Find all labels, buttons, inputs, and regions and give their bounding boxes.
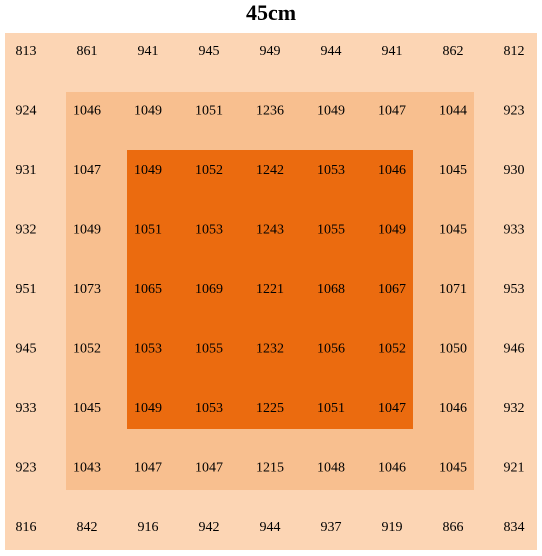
cell-value: 941 xyxy=(382,44,403,59)
cell-value: 1053 xyxy=(134,342,162,357)
cell-value: 932 xyxy=(504,401,525,416)
cell-value: 1215 xyxy=(256,461,284,476)
cell-value: 1052 xyxy=(378,342,406,357)
cell-value: 919 xyxy=(382,520,403,535)
cell-value: 1071 xyxy=(439,282,467,297)
cell-value: 1045 xyxy=(439,163,467,178)
cell-value: 842 xyxy=(77,520,98,535)
cell-value: 1048 xyxy=(317,461,345,476)
cell-value: 1065 xyxy=(134,282,162,297)
cells: 813 861 941 945 949 944 941 862 812 924 1046 1049 10… xyxy=(16,44,525,535)
cell-value: 1046 xyxy=(378,163,406,178)
cell-value: 944 xyxy=(260,520,281,535)
cell-value: 816 xyxy=(16,520,37,535)
title: 45cm xyxy=(246,0,296,25)
cell-value: 1047 xyxy=(195,461,223,476)
cell-value: 1052 xyxy=(73,342,101,357)
cell-value: 1045 xyxy=(73,401,101,416)
inner-block xyxy=(127,150,413,429)
cell-value: 1052 xyxy=(195,163,223,178)
cell-value: 1056 xyxy=(317,342,345,357)
cell-value: 1053 xyxy=(195,223,223,238)
cell-value: 1073 xyxy=(73,282,101,297)
cell-value: 1055 xyxy=(317,223,345,238)
cell-value: 933 xyxy=(504,223,525,238)
cell-value: 1046 xyxy=(73,104,101,119)
cell-value: 946 xyxy=(504,342,525,357)
cell-value: 1049 xyxy=(317,104,345,119)
cell-value: 1236 xyxy=(256,104,284,119)
cell-value: 862 xyxy=(443,44,464,59)
cell-value: 1044 xyxy=(439,104,467,119)
cell-value: 1047 xyxy=(134,461,162,476)
cell-value: 1055 xyxy=(195,342,223,357)
cell-value: 942 xyxy=(199,520,220,535)
cell-value: 1243 xyxy=(256,223,284,238)
cell-value: 921 xyxy=(504,461,525,476)
cell-value: 937 xyxy=(321,520,342,535)
cell-value: 1047 xyxy=(378,401,406,416)
cell-value: 1047 xyxy=(378,104,406,119)
cell-value: 834 xyxy=(504,520,525,535)
cell-value: 813 xyxy=(16,44,37,59)
cell-value: 930 xyxy=(504,163,525,178)
cell-value: 812 xyxy=(504,44,525,59)
cell-value: 945 xyxy=(16,342,37,357)
cell-value: 1069 xyxy=(195,282,223,297)
cell-value: 933 xyxy=(16,401,37,416)
cell-value: 1049 xyxy=(73,223,101,238)
cell-value: 1049 xyxy=(378,223,406,238)
cell-value: 1043 xyxy=(73,461,101,476)
cell-value: 1047 xyxy=(73,163,101,178)
cell-value: 1049 xyxy=(134,163,162,178)
cell-value: 916 xyxy=(138,520,159,535)
cell-value: 1049 xyxy=(134,401,162,416)
cell-value: 945 xyxy=(199,44,220,59)
cell-value: 953 xyxy=(504,282,525,297)
cell-value: 931 xyxy=(16,163,37,178)
cell-value: 1221 xyxy=(256,282,284,297)
cell-value: 1051 xyxy=(317,401,345,416)
cell-value: 861 xyxy=(77,44,98,59)
cell-value: 949 xyxy=(260,44,281,59)
cell-value: 1232 xyxy=(256,342,284,357)
cell-value: 944 xyxy=(321,44,342,59)
cell-value: 923 xyxy=(504,104,525,119)
cell-value: 866 xyxy=(443,520,464,535)
cell-value: 1051 xyxy=(134,223,162,238)
cell-value: 1067 xyxy=(378,282,406,297)
cell-value: 1046 xyxy=(378,461,406,476)
cell-value: 1045 xyxy=(439,461,467,476)
cell-value: 924 xyxy=(16,104,37,119)
cell-value: 1045 xyxy=(439,223,467,238)
cell-value: 1046 xyxy=(439,401,467,416)
cell-value: 1242 xyxy=(256,163,284,178)
cell-value: 1050 xyxy=(439,342,467,357)
cell-value: 923 xyxy=(16,461,37,476)
cell-value: 1049 xyxy=(134,104,162,119)
cell-value: 932 xyxy=(16,223,37,238)
cell-value: 1053 xyxy=(195,401,223,416)
cell-value: 951 xyxy=(16,282,37,297)
cell-value: 1053 xyxy=(317,163,345,178)
cell-value: 941 xyxy=(138,44,159,59)
cell-value: 1225 xyxy=(256,401,284,416)
cell-value: 1051 xyxy=(195,104,223,119)
cell-value: 1068 xyxy=(317,282,345,297)
